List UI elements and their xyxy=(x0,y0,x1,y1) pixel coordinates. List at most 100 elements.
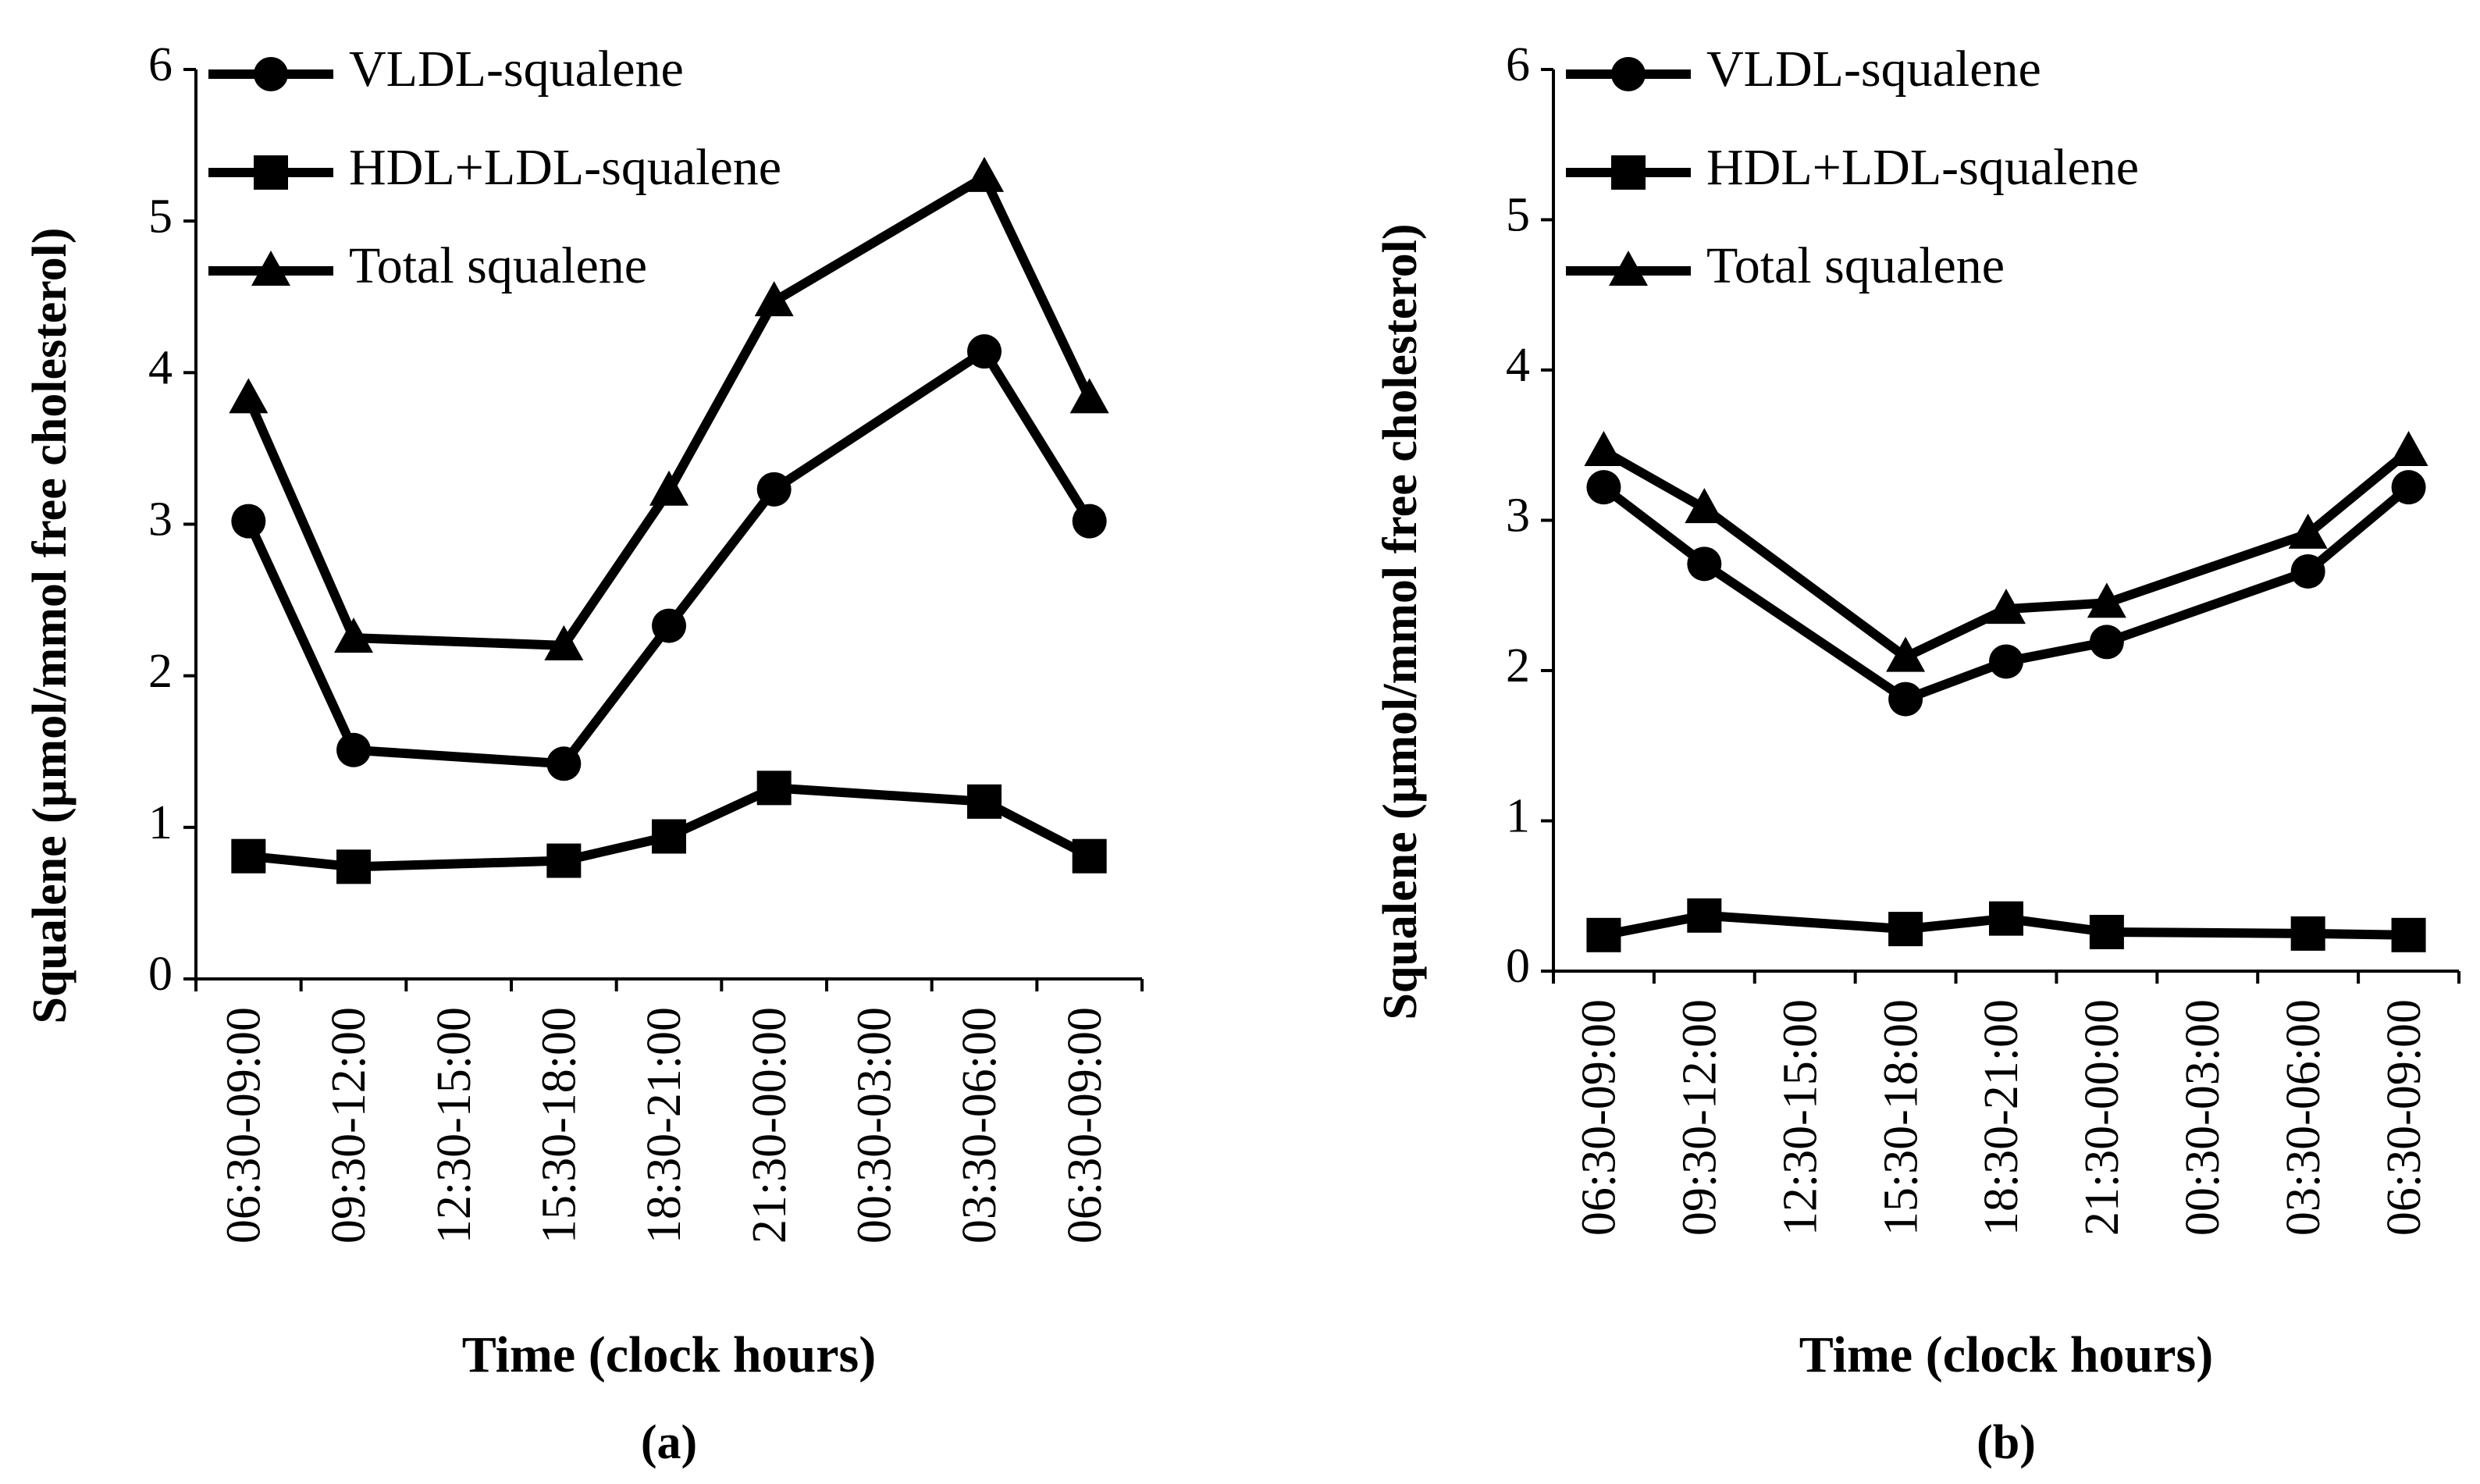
x-axis-title: Time (clock hours) xyxy=(1799,1326,2213,1383)
legend-marker xyxy=(254,57,288,91)
data-point xyxy=(1586,470,1621,505)
data-point xyxy=(756,472,792,507)
caption: (a) xyxy=(641,1416,697,1469)
x-tick-label: 21:30-00:00 xyxy=(743,1007,796,1244)
x-tick-label: 09:30-12:00 xyxy=(1674,999,1727,1236)
data-point xyxy=(2290,553,2325,589)
data-point xyxy=(756,770,792,806)
y-tick-label: 6 xyxy=(148,38,173,91)
x-tick-label: 09:30-12:00 xyxy=(322,1007,375,1244)
gap-connector xyxy=(2105,529,2310,608)
data-point xyxy=(2389,430,2428,466)
data-point xyxy=(965,156,1004,192)
gap-connector xyxy=(1701,504,1909,661)
gap-connector xyxy=(771,347,987,493)
data-point xyxy=(1989,901,2023,936)
data-point xyxy=(1072,504,1107,539)
data-point xyxy=(1687,546,1722,582)
y-tick-label: 6 xyxy=(1506,38,1530,91)
x-tick-label: 18:30-21:00 xyxy=(638,1007,691,1244)
y-axis-title: Squalene (µmol/mmol free cholesterol) xyxy=(1374,223,1427,1020)
data-point xyxy=(2288,513,2328,549)
y-tick-label: 4 xyxy=(1506,339,1530,392)
y-tick-label: 3 xyxy=(148,493,173,546)
y-axis-title: Squalene (µmol/mmol free cholesterol) xyxy=(23,227,76,1023)
series-line xyxy=(1601,447,2412,662)
data-point xyxy=(544,625,584,660)
data-point xyxy=(546,746,582,781)
y-tick-label: 2 xyxy=(1506,639,1530,692)
data-point xyxy=(1888,912,1923,947)
x-tick-label: 15:30-18:00 xyxy=(1874,999,1927,1236)
legend-marker xyxy=(1609,251,1648,286)
series-line xyxy=(244,348,1094,767)
data-point xyxy=(2391,917,2426,952)
gap-connector xyxy=(353,745,564,769)
x-tick-label: 18:30-21:00 xyxy=(1975,999,2028,1236)
y-tick-label: 5 xyxy=(1506,189,1530,242)
data-point xyxy=(334,617,373,653)
y-tick-label: 0 xyxy=(148,948,173,1001)
legend-label: Total squalene xyxy=(1706,237,2005,294)
data-point xyxy=(1987,589,2026,625)
data-point xyxy=(1072,838,1107,874)
gap-connector xyxy=(1703,910,1906,934)
data-point xyxy=(2391,470,2426,505)
data-point xyxy=(652,819,686,854)
legend-label: Total squalene xyxy=(349,237,647,294)
data-point xyxy=(754,281,794,317)
gap-connector xyxy=(2106,927,2308,938)
x-tick-label: 21:30-00:00 xyxy=(2076,999,2129,1236)
x-tick-label: 03:30-06:00 xyxy=(2277,999,2330,1236)
data-point xyxy=(1888,682,1923,717)
y-tick-label: 5 xyxy=(148,190,173,243)
legend-marker xyxy=(254,155,288,190)
data-point xyxy=(336,849,371,884)
data-point xyxy=(1584,430,1624,466)
data-point xyxy=(1989,644,2023,679)
legend-label: HDL+LDL-squalene xyxy=(349,139,781,196)
x-tick-label: 06:30-09:00 xyxy=(1059,1007,1112,1244)
caption: (b) xyxy=(1977,1416,2036,1469)
legend-marker xyxy=(1611,155,1646,190)
x-tick-label: 15:30-18:00 xyxy=(533,1007,586,1244)
y-tick-label: 2 xyxy=(148,645,173,698)
x-tick-label: 06:30-09:00 xyxy=(2378,999,2431,1236)
legend-label: HDL+LDL-squalene xyxy=(1706,139,2139,196)
data-point xyxy=(967,334,1002,369)
data-point xyxy=(967,784,1002,819)
data-point xyxy=(2290,916,2325,951)
x-tick-label: 06:30-09:00 xyxy=(1573,999,1626,1236)
x-tick-label: 12:30-15:00 xyxy=(428,1007,481,1244)
x-axis-title: Time (clock hours) xyxy=(462,1326,876,1383)
y-tick-label: 3 xyxy=(1506,489,1530,543)
x-tick-label: 12:30-15:00 xyxy=(1774,999,1827,1236)
x-tick-label: 03:30-06:00 xyxy=(953,1007,1006,1244)
gap-connector xyxy=(2105,567,2310,647)
y-tick-label: 0 xyxy=(1506,940,1530,993)
x-tick-label: 00:30-03:00 xyxy=(849,1007,902,1244)
data-point xyxy=(2089,625,2124,660)
legend-label: VLDL-squalene xyxy=(349,41,684,98)
data-point xyxy=(546,843,582,878)
data-point xyxy=(231,504,266,539)
data-point xyxy=(2087,582,2126,618)
y-tick-label: 1 xyxy=(148,796,173,849)
data-point xyxy=(1586,917,1621,952)
y-tick-label: 4 xyxy=(148,342,173,395)
data-point xyxy=(1687,898,1722,933)
x-tick-label: 06:30-09:00 xyxy=(218,1007,271,1244)
legend-label: VLDL-squalene xyxy=(1706,41,2041,98)
data-point xyxy=(1069,378,1109,414)
legend-marker xyxy=(251,251,290,286)
data-point xyxy=(336,732,371,767)
gap-connector xyxy=(353,856,564,872)
gap-connector xyxy=(353,633,564,650)
y-tick-label: 1 xyxy=(1506,790,1530,843)
x-tick-label: 00:30-03:00 xyxy=(2176,999,2229,1236)
gap-connector xyxy=(1701,560,1909,703)
data-point xyxy=(229,378,269,414)
data-point xyxy=(1886,636,1926,672)
data-point xyxy=(2089,914,2124,949)
data-point xyxy=(1685,488,1724,524)
